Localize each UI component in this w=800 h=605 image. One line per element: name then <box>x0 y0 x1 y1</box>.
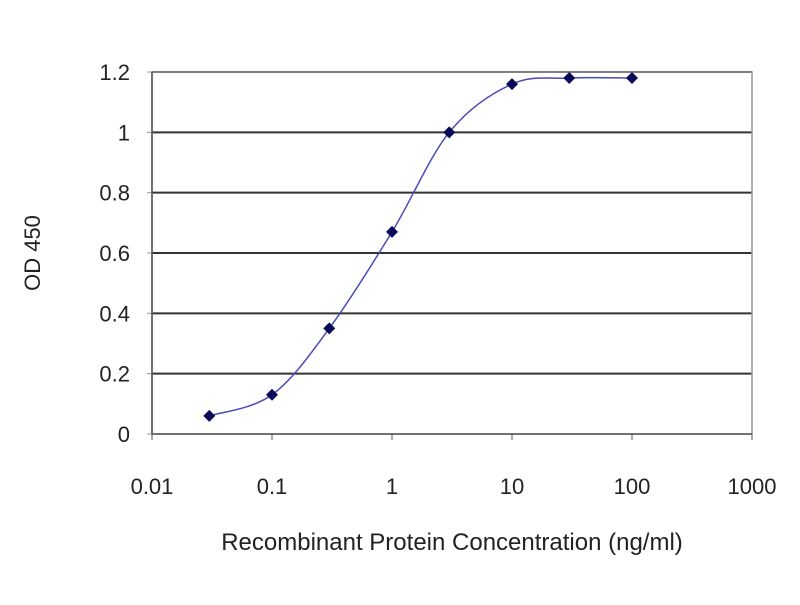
y-tick-label: 1.2 <box>99 60 130 85</box>
y-tick-label: 0.8 <box>99 181 130 206</box>
data-point <box>506 78 518 91</box>
data-point <box>563 72 576 85</box>
x-axis-label: Recombinant Protein Concentration (ng/ml… <box>221 529 683 556</box>
data-point <box>626 72 638 85</box>
data-point <box>323 322 336 335</box>
data-point <box>266 388 278 401</box>
x-tick-label: 0.1 <box>257 474 288 499</box>
series-line <box>209 76 633 417</box>
x-tick-label: 1000 <box>728 474 777 499</box>
x-tick-label: 100 <box>614 474 651 499</box>
x-axis: 0.01 0.1 1 10 100 1000 <box>131 433 777 499</box>
y-tick-label: 0 <box>118 422 130 447</box>
x-tick-label: 0.01 <box>131 474 174 499</box>
y-tick-label: 1 <box>118 120 130 145</box>
series-markers <box>203 72 638 422</box>
gridlines <box>152 71 752 375</box>
y-axis: 0 0.2 0.4 0.6 0.8 1 1.2 <box>99 60 153 447</box>
y-axis-label: OD 450 <box>20 215 45 291</box>
x-tick-label: 1 <box>386 474 398 499</box>
y-tick-label: 0.2 <box>99 362 130 387</box>
y-tick-label: 0.6 <box>99 241 130 266</box>
data-point <box>443 126 456 139</box>
x-tick-label: 10 <box>500 474 524 499</box>
y-tick-label: 0.4 <box>99 301 130 326</box>
data-point <box>386 225 398 238</box>
data-point <box>203 409 216 422</box>
